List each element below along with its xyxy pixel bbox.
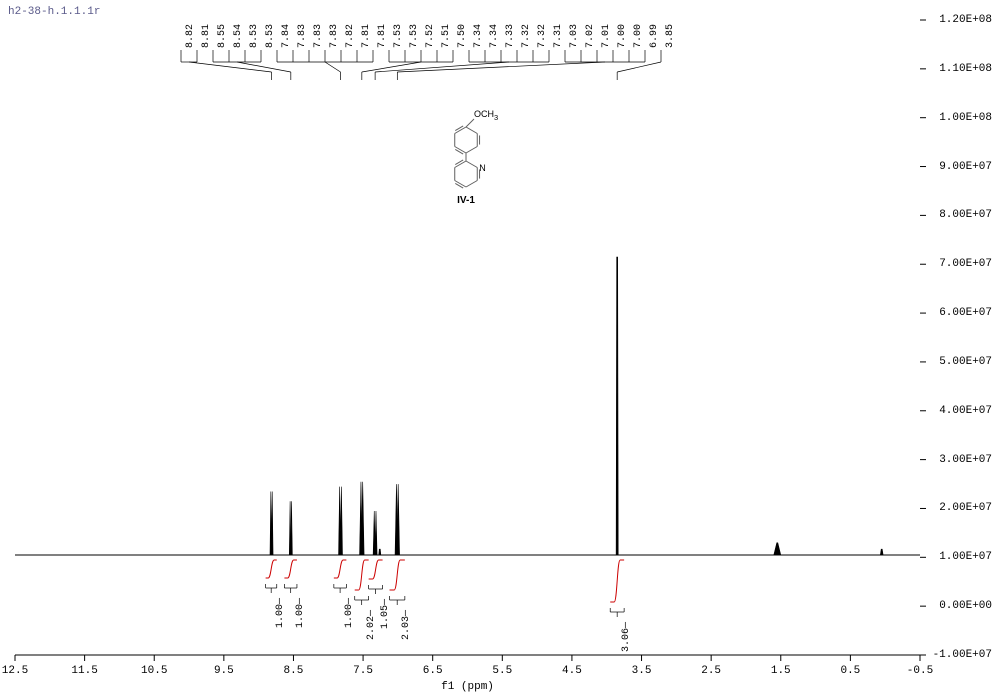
peak-label: 7.83 xyxy=(329,24,340,48)
x-tick-label: 0.5 xyxy=(840,665,860,677)
peak-label: 8.54 xyxy=(233,24,244,48)
molecule-nitrogen-label: N xyxy=(479,163,486,173)
integral-label: 1.00— xyxy=(275,598,286,628)
nmr-figure: h2-38-h.1.1.1r OCH3 N IV-1 f1 (ppm) 1.20… xyxy=(0,0,1000,696)
peak-label: 7.81 xyxy=(361,24,372,48)
y-tick-label: 1.00E+08 xyxy=(939,112,992,124)
peak-label: 7.02 xyxy=(585,24,596,48)
peak-label: 7.84 xyxy=(281,24,292,48)
y-tick-label: 9.00E+07 xyxy=(939,161,992,173)
integral-label: 1.05— xyxy=(380,599,391,629)
peak-label: 7.00 xyxy=(633,24,644,48)
y-tick-label: 6.00E+07 xyxy=(939,307,992,319)
peak-label: 7.00 xyxy=(617,24,628,48)
peak-label: 7.52 xyxy=(425,24,436,48)
y-tick-label: 5.00E+07 xyxy=(939,356,992,368)
x-tick-label: 5.5 xyxy=(492,665,512,677)
molecule-och3-label: OCH3 xyxy=(474,109,498,122)
integral-label: 2.02— xyxy=(366,610,377,640)
peak-label: 7.03 xyxy=(569,24,580,48)
peak-label: 8.53 xyxy=(249,24,260,48)
y-tick-label: 7.00E+07 xyxy=(939,258,992,270)
peak-label: 7.34 xyxy=(489,24,500,48)
y-tick-label: 0.00E+00 xyxy=(939,600,992,612)
peak-label: 7.01 xyxy=(601,24,612,48)
x-tick-label: 2.5 xyxy=(701,665,721,677)
y-tick-label: 1.00E+07 xyxy=(939,551,992,563)
peak-label: 7.53 xyxy=(393,24,404,48)
peak-label: 7.32 xyxy=(537,24,548,48)
x-tick-label: 1.5 xyxy=(771,665,791,677)
peak-label: 7.53 xyxy=(409,24,420,48)
plot-svg xyxy=(0,0,1000,696)
x-tick-label: 10.5 xyxy=(141,665,167,677)
peak-label: 8.53 xyxy=(265,24,276,48)
peak-label: 8.82 xyxy=(185,24,196,48)
peak-label: 7.51 xyxy=(441,24,452,48)
peak-label: 7.32 xyxy=(521,24,532,48)
och3-text: OCH xyxy=(474,109,494,119)
y-tick-label: 3.00E+07 xyxy=(939,454,992,466)
integral-label: 2.03— xyxy=(401,610,412,640)
peak-label: 7.50 xyxy=(457,24,468,48)
y-tick-label: 4.00E+07 xyxy=(939,405,992,417)
y-tick-label: 2.00E+07 xyxy=(939,502,992,514)
x-tick-label: 9.5 xyxy=(214,665,234,677)
x-tick-label: 7.5 xyxy=(353,665,373,677)
integral-label: 3.06— xyxy=(621,622,632,652)
y-tick-label: -1.00E+07 xyxy=(933,649,992,661)
molecule-id-label: IV-1 xyxy=(457,195,475,206)
peak-label: 3.85 xyxy=(665,24,676,48)
x-tick-label: 11.5 xyxy=(71,665,97,677)
peak-label: 7.81 xyxy=(377,24,388,48)
peak-label: 7.34 xyxy=(473,24,484,48)
integral-label: 1.00— xyxy=(344,598,355,628)
x-tick-label: 8.5 xyxy=(284,665,304,677)
x-tick-label: 6.5 xyxy=(423,665,443,677)
peak-label: 7.33 xyxy=(505,24,516,48)
och3-sub: 3 xyxy=(494,113,498,122)
integral-label: 1.00— xyxy=(295,598,306,628)
x-tick-label: 3.5 xyxy=(632,665,652,677)
peak-label: 7.83 xyxy=(313,24,324,48)
x-tick-label: -0.5 xyxy=(907,665,933,677)
peak-label: 7.31 xyxy=(553,24,564,48)
peak-label: 8.81 xyxy=(201,24,212,48)
peak-label: 7.83 xyxy=(297,24,308,48)
y-tick-label: 1.10E+08 xyxy=(939,63,992,75)
y-tick-label: 8.00E+07 xyxy=(939,209,992,221)
peak-label: 7.82 xyxy=(345,24,356,48)
peak-label: 8.55 xyxy=(217,24,228,48)
peak-label: 6.99 xyxy=(649,24,660,48)
y-tick-label: 1.20E+08 xyxy=(939,14,992,26)
x-tick-label: 4.5 xyxy=(562,665,582,677)
x-axis-label: f1 (ppm) xyxy=(441,681,494,693)
x-tick-label: 12.5 xyxy=(2,665,28,677)
